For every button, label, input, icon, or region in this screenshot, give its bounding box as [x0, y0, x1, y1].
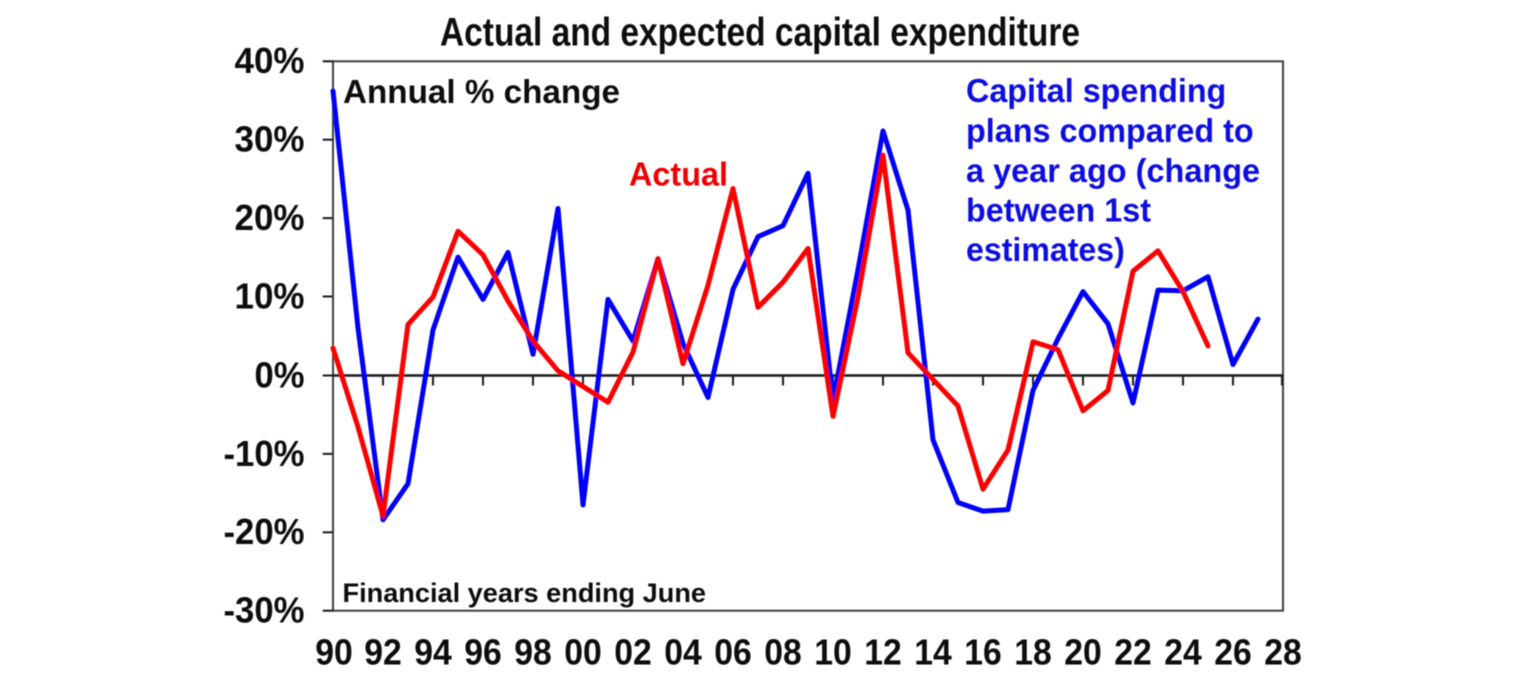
svg-text:plans compared to: plans compared to [966, 112, 1254, 149]
svg-text:24: 24 [1164, 631, 1202, 672]
svg-text:estimates): estimates) [966, 231, 1125, 268]
svg-text:-20%: -20% [224, 511, 305, 552]
svg-text:90: 90 [315, 631, 353, 672]
svg-text:00: 00 [564, 631, 602, 672]
svg-text:Actual: Actual [629, 156, 728, 193]
svg-text:30%: 30% [235, 119, 305, 160]
svg-text:Annual % change: Annual % change [343, 73, 620, 110]
svg-text:0%: 0% [255, 354, 305, 395]
svg-text:22: 22 [1114, 631, 1152, 672]
svg-text:-30%: -30% [224, 590, 305, 631]
svg-text:20: 20 [1064, 631, 1102, 672]
svg-text:between 1st: between 1st [966, 192, 1151, 229]
svg-text:06: 06 [714, 631, 752, 672]
svg-text:98: 98 [514, 631, 552, 672]
svg-text:Capital spending: Capital spending [966, 72, 1226, 109]
svg-text:Financial years ending June: Financial years ending June [343, 578, 707, 608]
svg-text:-10%: -10% [224, 433, 305, 474]
svg-text:26: 26 [1214, 631, 1252, 672]
svg-text:40%: 40% [235, 40, 305, 81]
svg-text:10: 10 [814, 631, 852, 672]
svg-text:10%: 10% [235, 275, 305, 316]
svg-text:92: 92 [364, 631, 402, 672]
svg-text:Actual and expected capital ex: Actual and expected capital expenditure [440, 11, 1080, 55]
svg-text:18: 18 [1014, 631, 1052, 672]
svg-text:14: 14 [914, 631, 952, 672]
svg-text:96: 96 [464, 631, 502, 672]
svg-text:20%: 20% [235, 197, 305, 238]
svg-text:02: 02 [614, 631, 652, 672]
svg-text:08: 08 [764, 631, 802, 672]
svg-text:16: 16 [964, 631, 1002, 672]
svg-text:12: 12 [864, 631, 902, 672]
svg-text:04: 04 [664, 631, 702, 672]
svg-text:94: 94 [414, 631, 452, 672]
svg-text:28: 28 [1264, 631, 1302, 672]
svg-text:a year ago (change: a year ago (change [966, 152, 1260, 189]
